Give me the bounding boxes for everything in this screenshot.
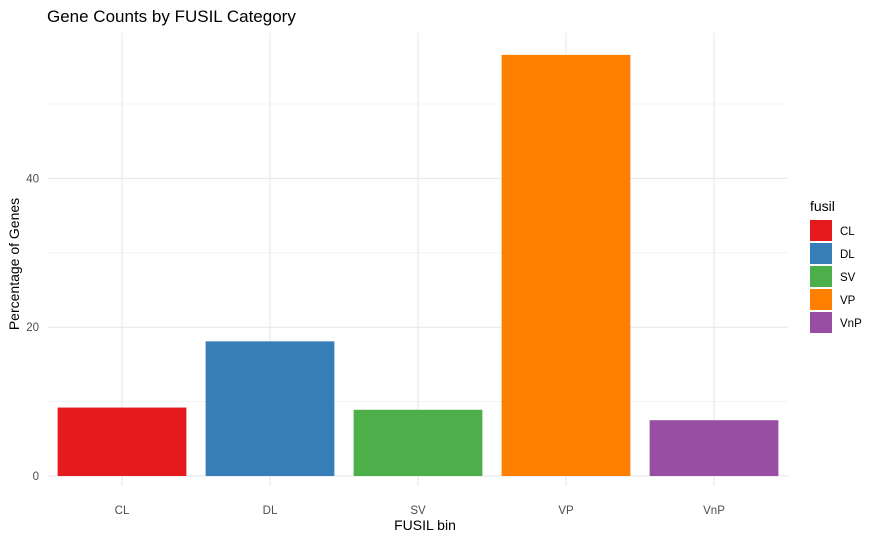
y-tick-label: 0 <box>33 471 39 483</box>
y-tick-label: 40 <box>26 173 39 185</box>
bar-vnp <box>649 420 779 476</box>
y-axis-ticks: 0 20 40 <box>26 173 39 483</box>
bar-sv <box>353 409 483 476</box>
y-tick-label: 20 <box>26 322 39 334</box>
legend-title: fusil <box>810 198 835 214</box>
legend-key-dl <box>810 243 832 264</box>
legend-key-vp <box>810 289 832 310</box>
legend-key-vnp <box>810 312 832 333</box>
chart-title: Gene Counts by FUSIL Category <box>47 7 296 26</box>
x-tick-label: DL <box>263 505 278 517</box>
bar-cl <box>57 407 187 476</box>
y-axis-title: Percentage of Genes <box>6 198 22 330</box>
x-tick-label: VnP <box>703 505 725 517</box>
x-axis-title: FUSIL bin <box>394 517 456 533</box>
legend-label: VP <box>840 295 856 307</box>
x-tick-label: CL <box>115 505 130 517</box>
legend-label: CL <box>840 226 855 238</box>
legend-label: VnP <box>840 318 862 330</box>
bar-dl <box>205 341 335 476</box>
x-axis-ticks: CL DL SV VP VnP <box>115 505 726 517</box>
legend-key-sv <box>810 266 832 287</box>
x-tick-label: SV <box>410 505 426 517</box>
legend-label: DL <box>840 249 855 261</box>
legend: fusil CL DL SV VP VnP <box>810 198 862 333</box>
bars <box>57 54 779 477</box>
legend-label: SV <box>840 272 856 284</box>
x-tick-label: VP <box>558 505 574 517</box>
legend-key-cl <box>810 220 832 241</box>
bar-vp <box>501 54 631 477</box>
